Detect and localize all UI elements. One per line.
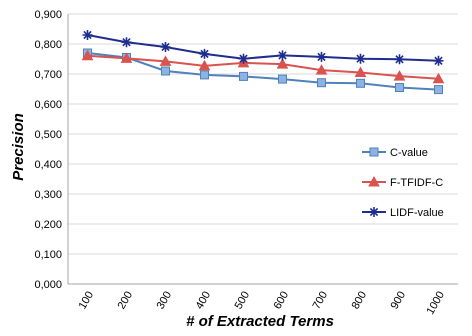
data-point [356, 78, 365, 88]
y-tick-label: 0,600 [34, 99, 62, 111]
y-tick-label: 0,700 [34, 69, 62, 81]
legend-marker [369, 147, 379, 157]
x-tick-label: 600 [272, 290, 292, 312]
series-line [87, 52, 439, 91]
data-point [121, 37, 132, 48]
series-f-tfidf-c [81, 49, 445, 84]
series-lines [81, 30, 445, 95]
data-point [315, 64, 328, 75]
data-point [433, 55, 444, 66]
legend-marker [368, 175, 380, 187]
data-point [316, 51, 327, 62]
data-point [159, 55, 172, 66]
y-tick-label: 0,900 [34, 9, 62, 21]
data-point [199, 48, 210, 59]
data-point [278, 74, 287, 84]
x-tick-label: 200 [116, 290, 136, 312]
grid-lines [68, 13, 458, 285]
legend-label: LIDF-value [390, 207, 444, 219]
data-point [200, 70, 209, 80]
data-point [82, 30, 93, 40]
x-tick-label: 900 [389, 290, 409, 312]
y-tick-label: 0,300 [34, 189, 62, 201]
x-tick-label: 300 [155, 290, 175, 312]
x-tick-label: 800 [350, 290, 370, 312]
x-tick-label: 100 [77, 290, 97, 312]
data-point [434, 85, 443, 95]
data-point [395, 83, 404, 92]
data-point [81, 49, 94, 61]
data-point [394, 54, 405, 65]
x-tick-label: 1000 [424, 290, 447, 317]
x-tick-label: 500 [233, 290, 253, 312]
legend-marker [369, 207, 379, 217]
data-point [161, 66, 170, 76]
series-line [87, 54, 439, 80]
data-point [198, 59, 211, 71]
data-point [276, 58, 289, 69]
x-axis-title: # of Extracted Terms [186, 313, 334, 330]
y-tick-label: 0,500 [34, 129, 62, 141]
series-line [87, 34, 439, 62]
data-point [432, 72, 445, 84]
data-point [239, 71, 248, 81]
legend-label: F-TFIDF-C [390, 177, 443, 189]
data-point [277, 50, 288, 61]
y-tick-label: 0,000 [34, 279, 62, 291]
y-tick-label: 0,800 [34, 39, 62, 51]
data-point [393, 70, 406, 81]
y-tick-label: 0,100 [34, 249, 62, 261]
legend-item: C-value [362, 147, 428, 159]
data-point [355, 53, 366, 64]
legend-item: LIDF-value [362, 207, 444, 219]
y-axis-title: Precision [10, 113, 27, 181]
legend: C-value F-TFIDF-C LIDF-value [362, 147, 444, 219]
legend-label: C-value [390, 147, 428, 159]
data-point [354, 66, 367, 77]
series-lidf-value [82, 30, 444, 66]
data-point [120, 52, 133, 63]
axes: 0,000 0,100 0,200 0,300 0,400 0,500 0,600 0,700… [34, 9, 458, 317]
legend-item: F-TFIDF-C [362, 175, 443, 189]
y-tick-label: 0,200 [34, 219, 62, 231]
x-tick-label: 700 [311, 290, 331, 312]
data-point [238, 53, 249, 64]
data-point [317, 78, 326, 88]
series-c-value [83, 48, 443, 95]
data-point [160, 42, 171, 52]
x-tick-label: 400 [194, 290, 214, 312]
y-tick-label: 0,400 [34, 159, 62, 171]
